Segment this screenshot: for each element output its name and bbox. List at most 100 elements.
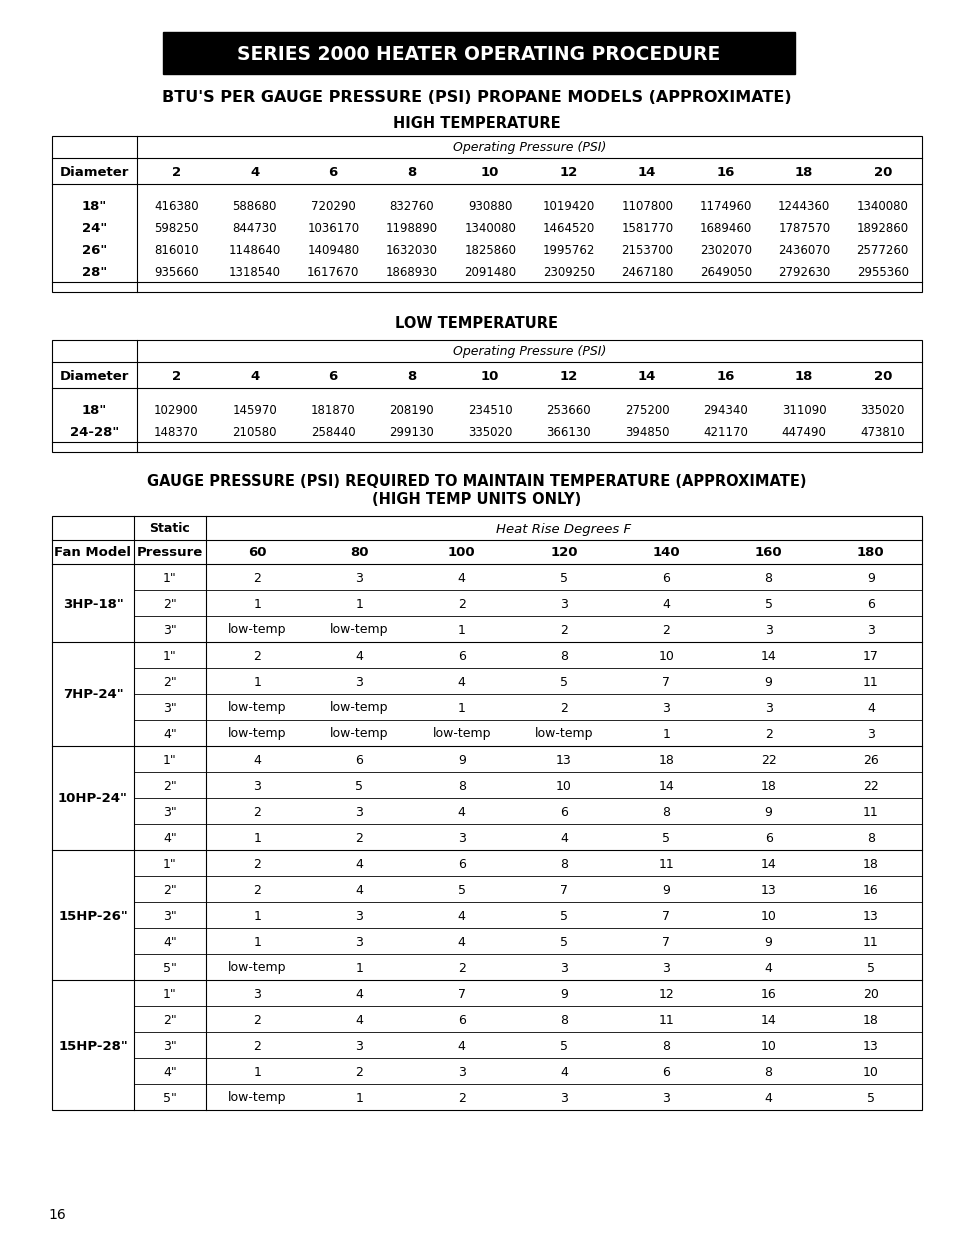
Text: 9: 9: [559, 988, 567, 1000]
Text: BTU'S PER GAUGE PRESSURE (PSI) PROPANE MODELS (APPROXIMATE): BTU'S PER GAUGE PRESSURE (PSI) PROPANE M…: [162, 90, 791, 105]
Text: Operating Pressure (PSI): Operating Pressure (PSI): [453, 142, 605, 154]
Text: 18": 18": [82, 200, 107, 212]
Text: GAUGE PRESSURE (PSI) REQUIRED TO MAINTAIN TEMPERATURE (APPROXIMATE): GAUGE PRESSURE (PSI) REQUIRED TO MAINTAI…: [147, 474, 806, 489]
Text: 4: 4: [355, 650, 363, 662]
Text: 60: 60: [248, 547, 266, 559]
Text: 299130: 299130: [389, 426, 434, 438]
Text: 5: 5: [763, 598, 772, 610]
Text: 2: 2: [253, 883, 261, 897]
Text: 12: 12: [559, 165, 578, 179]
Text: 4: 4: [661, 598, 670, 610]
Text: low-temp: low-temp: [228, 701, 286, 715]
Text: 8: 8: [866, 831, 874, 845]
Text: 8: 8: [559, 857, 567, 871]
Text: 9: 9: [764, 805, 772, 819]
Text: 20: 20: [862, 988, 878, 1000]
Bar: [52, 340, 921, 452]
Text: 588680: 588680: [233, 200, 276, 212]
Text: 1: 1: [253, 676, 261, 688]
Text: 1995762: 1995762: [542, 243, 595, 257]
Text: 2: 2: [457, 962, 465, 974]
Text: 18": 18": [82, 404, 107, 416]
Text: 1892860: 1892860: [856, 221, 908, 235]
Text: 148370: 148370: [153, 426, 198, 438]
Text: 10: 10: [480, 165, 499, 179]
Text: 5: 5: [559, 909, 567, 923]
Text: Diameter: Diameter: [60, 369, 129, 383]
Text: 14: 14: [658, 779, 674, 793]
Text: 4": 4": [163, 727, 176, 741]
Text: 4: 4: [355, 857, 363, 871]
Text: Fan Model: Fan Model: [54, 547, 132, 559]
Text: 6: 6: [457, 1014, 465, 1026]
Text: 5: 5: [866, 962, 874, 974]
Text: 5: 5: [559, 676, 567, 688]
Text: 9: 9: [764, 935, 772, 948]
Text: 1174960: 1174960: [699, 200, 751, 212]
Text: 10: 10: [760, 1040, 776, 1052]
Text: 2": 2": [163, 883, 176, 897]
Text: 1036170: 1036170: [307, 221, 359, 235]
Text: 2649050: 2649050: [699, 266, 751, 279]
Text: 3: 3: [457, 831, 465, 845]
Text: 14: 14: [760, 1014, 776, 1026]
Text: 18: 18: [760, 779, 776, 793]
Text: 7: 7: [457, 988, 465, 1000]
Text: 5": 5": [163, 962, 176, 974]
Text: Static: Static: [150, 522, 191, 536]
Text: 18: 18: [794, 369, 813, 383]
Text: 3: 3: [661, 1092, 670, 1104]
Text: 258440: 258440: [311, 426, 355, 438]
Text: 4: 4: [355, 1014, 363, 1026]
Text: 140: 140: [652, 547, 679, 559]
Text: 1632030: 1632030: [385, 243, 437, 257]
Text: 2467180: 2467180: [620, 266, 673, 279]
Text: 2955360: 2955360: [856, 266, 908, 279]
Text: 3: 3: [355, 909, 363, 923]
Text: 102900: 102900: [153, 404, 198, 416]
Text: LOW TEMPERATURE: LOW TEMPERATURE: [395, 316, 558, 331]
Text: 12: 12: [559, 369, 578, 383]
Text: 3: 3: [355, 805, 363, 819]
Text: 28": 28": [82, 266, 107, 279]
Text: 18: 18: [862, 1014, 878, 1026]
Text: 145970: 145970: [233, 404, 276, 416]
Text: 10: 10: [480, 369, 499, 383]
Text: 816010: 816010: [153, 243, 198, 257]
Text: 1: 1: [253, 598, 261, 610]
Text: 5: 5: [661, 831, 670, 845]
Text: 24-28": 24-28": [70, 426, 119, 438]
Text: (HIGH TEMP UNITS ONLY): (HIGH TEMP UNITS ONLY): [372, 492, 581, 506]
Text: 1198890: 1198890: [385, 221, 437, 235]
Text: 1: 1: [253, 935, 261, 948]
Text: 4": 4": [163, 1066, 176, 1078]
Text: 4: 4: [457, 805, 465, 819]
Text: low-temp: low-temp: [330, 701, 388, 715]
Text: 335020: 335020: [860, 404, 904, 416]
Text: SERIES 2000 HEATER OPERATING PROCEDURE: SERIES 2000 HEATER OPERATING PROCEDURE: [237, 44, 720, 63]
Text: 3: 3: [559, 1092, 567, 1104]
Text: 16: 16: [716, 165, 734, 179]
Text: 1: 1: [253, 1066, 261, 1078]
Text: 8: 8: [559, 1014, 567, 1026]
Text: 15HP-28": 15HP-28": [58, 1040, 128, 1052]
Text: 1868930: 1868930: [385, 266, 437, 279]
Text: 6: 6: [764, 831, 772, 845]
Text: 16: 16: [716, 369, 734, 383]
Text: 294340: 294340: [702, 404, 747, 416]
Text: 2: 2: [355, 831, 363, 845]
Text: 5": 5": [163, 1092, 176, 1104]
Text: 2: 2: [661, 624, 670, 636]
Text: 3: 3: [355, 935, 363, 948]
Text: 5: 5: [559, 572, 567, 584]
Text: 3: 3: [253, 779, 261, 793]
Text: 2: 2: [172, 369, 181, 383]
Text: 18: 18: [794, 165, 813, 179]
Text: 1107800: 1107800: [620, 200, 673, 212]
Text: Diameter: Diameter: [60, 165, 129, 179]
Text: 4: 4: [457, 676, 465, 688]
Text: 1: 1: [457, 701, 465, 715]
Text: 2302070: 2302070: [699, 243, 751, 257]
Text: 253660: 253660: [546, 404, 591, 416]
Text: 2: 2: [764, 727, 772, 741]
